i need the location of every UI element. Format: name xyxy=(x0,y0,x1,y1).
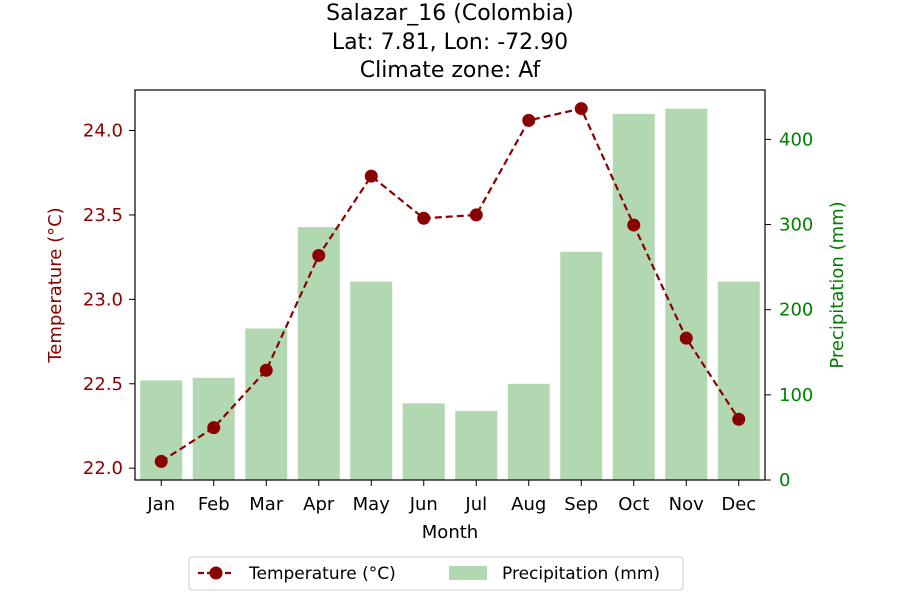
temp-point-nov xyxy=(679,331,693,345)
title-line-2: Lat: 7.81, Lon: -72.90 xyxy=(332,30,568,55)
precip-bar-may xyxy=(350,281,393,480)
right-tick-label: 200 xyxy=(779,300,813,321)
x-tick-label: Aug xyxy=(511,494,546,515)
temp-point-may xyxy=(364,169,378,183)
precip-bar-nov xyxy=(665,108,708,480)
right-axis-ticks: 0 100 200 300 400 xyxy=(765,129,813,491)
temp-point-mar xyxy=(259,363,273,377)
title-line-1: Salazar_16 (Colombia) xyxy=(326,1,574,26)
temperature-series-line xyxy=(160,107,740,463)
legend-precipitation-swatch xyxy=(449,566,487,580)
legend-temperature-marker xyxy=(209,566,223,580)
right-tick-label: 400 xyxy=(779,129,813,150)
left-tick-label: 23.5 xyxy=(83,205,123,226)
precip-bar-oct xyxy=(612,113,655,480)
legend: Temperature (°C) Precipitation (mm) xyxy=(188,556,684,591)
precip-bar-jun xyxy=(402,403,445,480)
x-tick-label: Sep xyxy=(564,494,598,515)
temp-point-oct xyxy=(627,218,641,232)
left-tick-label: 22.5 xyxy=(83,374,123,395)
temp-point-jan xyxy=(154,454,168,468)
x-tick-label: Dec xyxy=(721,494,756,515)
precip-bar-mar xyxy=(245,328,288,480)
left-axis-label: Temperature (°C) xyxy=(45,207,66,363)
right-tick-label: 0 xyxy=(779,470,790,491)
precipitation-bars xyxy=(140,108,760,480)
legend-box xyxy=(188,556,684,591)
precip-bar-apr xyxy=(297,227,340,480)
temp-point-feb xyxy=(207,421,221,435)
precip-bar-dec xyxy=(717,281,760,480)
temp-point-jul xyxy=(469,208,483,222)
precip-bar-jul xyxy=(455,411,498,480)
left-axis-ticks: 22.0 22.5 23.0 23.5 24.0 xyxy=(83,121,135,479)
temp-point-apr xyxy=(312,248,326,262)
left-tick-label: 22.0 xyxy=(83,458,123,479)
plot-frame xyxy=(134,89,766,481)
x-axis-label: Month xyxy=(422,522,478,543)
temp-point-jun xyxy=(417,211,431,225)
precip-bar-sep xyxy=(560,251,603,480)
x-tick-label: Feb xyxy=(198,494,230,515)
title-line-3: Climate zone: Af xyxy=(360,58,542,83)
x-tick-label: Jul xyxy=(464,494,487,515)
left-tick-label: 23.0 xyxy=(83,289,123,310)
right-tick-label: 300 xyxy=(779,215,813,236)
temp-point-sep xyxy=(574,102,588,116)
right-axis-label: Precipitation (mm) xyxy=(827,201,848,368)
x-tick-label: Apr xyxy=(303,494,335,515)
temp-point-aug xyxy=(522,113,536,127)
x-tick-label: Nov xyxy=(669,494,704,515)
x-axis-ticks: Jan Feb Mar Apr May Jun Jul Aug Sep Oct Nov Dec xyxy=(146,480,756,515)
legend-precipitation-label: Precipitation (mm) xyxy=(502,564,660,584)
temp-point-dec xyxy=(732,412,746,426)
precip-bar-aug xyxy=(507,383,550,480)
x-tick-label: Jun xyxy=(409,494,438,515)
x-tick-label: May xyxy=(353,494,391,515)
temperature-line xyxy=(154,102,746,468)
x-tick-label: Mar xyxy=(249,494,284,515)
legend-temperature-label: Temperature (°C) xyxy=(248,564,396,584)
left-tick-label: 24.0 xyxy=(83,121,123,142)
x-tick-label: Oct xyxy=(618,494,649,515)
x-tick-label: Jan xyxy=(146,494,175,515)
chart-title: Salazar_16 (Colombia) Lat: 7.81, Lon: -7… xyxy=(326,1,574,83)
right-tick-label: 100 xyxy=(779,385,813,406)
